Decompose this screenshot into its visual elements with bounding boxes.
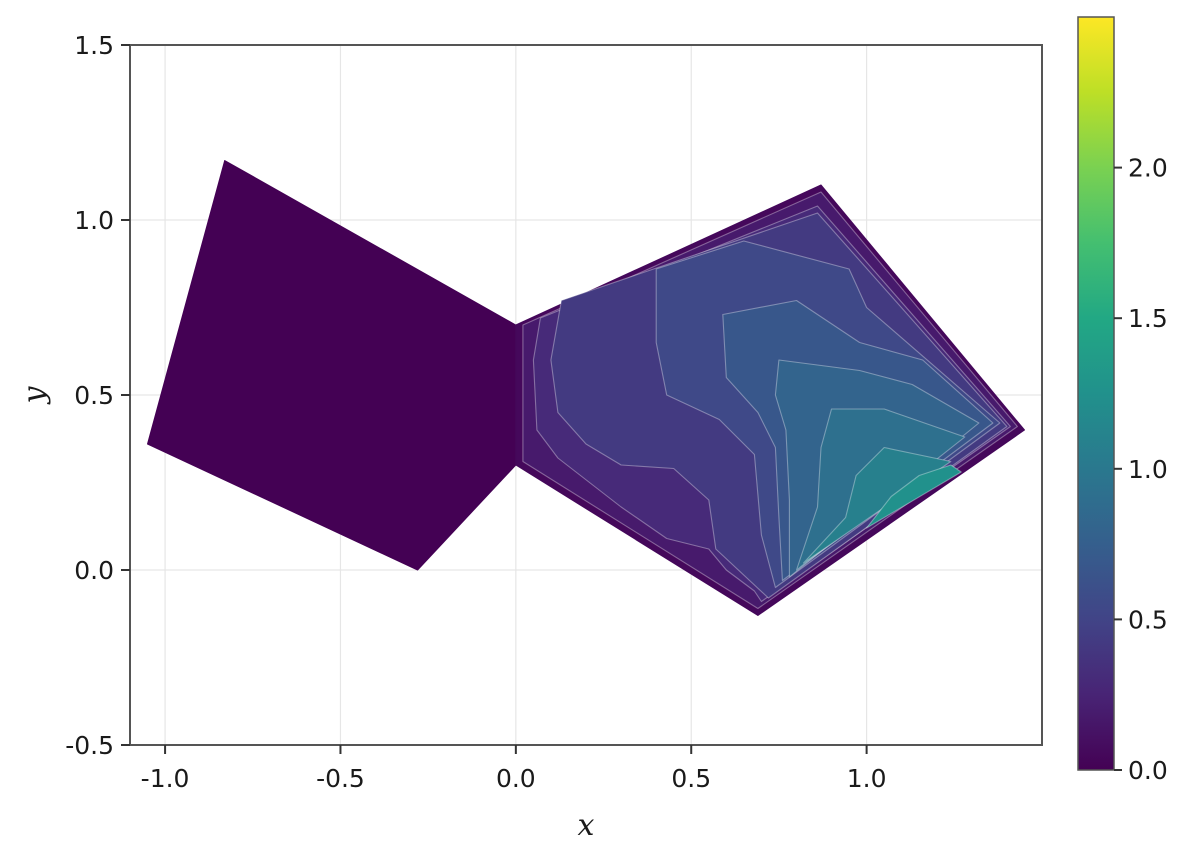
colorbar-tick-label: 1.5 [1128,304,1168,333]
colorbar-tick-label: 0.5 [1128,605,1168,634]
colorbar-tick-label: 1.0 [1128,455,1168,484]
colorbar-gradient [1077,16,1115,771]
y-axis-ticks: -0.5 0.0 0.5 1.0 1.5 [65,31,130,760]
x-tick-label: -1.0 [141,764,190,793]
contour-level [802,446,952,564]
y-tick-label: 0.0 [74,556,114,585]
x-tick-label: 1.0 [847,764,887,793]
x-axis-ticks: -1.0 -0.5 0.0 0.5 1.0 [141,745,887,793]
x-tick-label: 0.0 [496,764,536,793]
colorbar: 0.0 0.5 1.0 1.5 2.0 [1077,16,1168,785]
x-tick-label: -0.5 [316,764,365,793]
y-tick-label: -0.5 [65,731,114,760]
x-axis-label: x [578,808,595,843]
y-tick-label: 1.5 [74,31,114,60]
colorbar-ticks: 0.0 0.5 1.0 1.5 2.0 [1114,154,1168,785]
contour-level [866,464,962,529]
x-tick-label: 0.5 [671,764,711,793]
contour-level [147,160,517,571]
contour-regions [147,160,1025,616]
right-quad-region [515,184,1025,616]
left-quad-region [147,160,517,571]
y-tick-label: 1.0 [74,206,114,235]
y-axis-label: y [17,385,52,405]
colorbar-tick-label: 2.0 [1128,154,1168,183]
y-tick-label: 0.5 [74,381,114,410]
colorbar-tick-label: 0.0 [1128,756,1168,785]
